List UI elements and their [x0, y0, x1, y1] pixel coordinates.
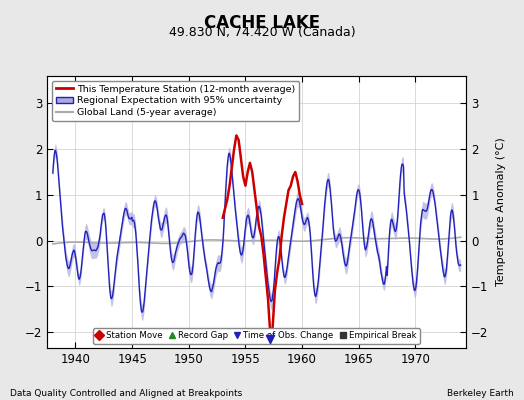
Text: CACHE LAKE: CACHE LAKE — [204, 14, 320, 32]
Point — [266, 336, 275, 342]
Y-axis label: Temperature Anomaly (°C): Temperature Anomaly (°C) — [496, 138, 506, 286]
Text: Berkeley Earth: Berkeley Earth — [447, 389, 514, 398]
Text: Data Quality Controlled and Aligned at Breakpoints: Data Quality Controlled and Aligned at B… — [10, 389, 243, 398]
Legend: Station Move, Record Gap, Time of Obs. Change, Empirical Break: Station Move, Record Gap, Time of Obs. C… — [93, 328, 420, 344]
Text: 49.830 N, 74.420 W (Canada): 49.830 N, 74.420 W (Canada) — [169, 26, 355, 39]
